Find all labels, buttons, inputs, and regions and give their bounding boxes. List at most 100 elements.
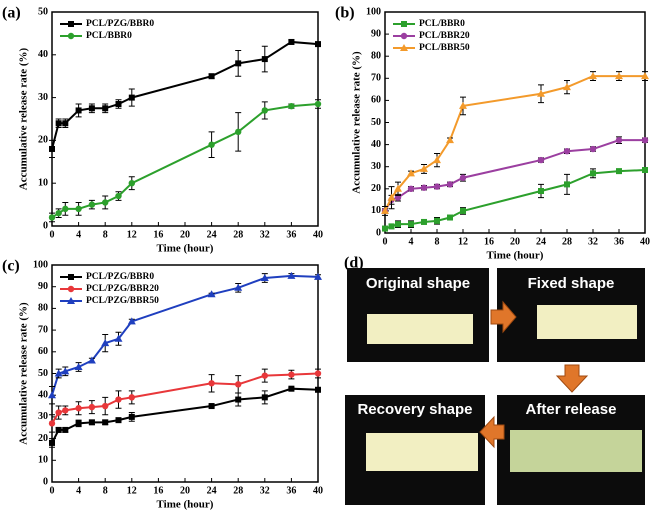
point <box>128 413 135 420</box>
point <box>115 396 122 403</box>
point <box>446 181 454 188</box>
panel-label: (b) <box>335 5 355 22</box>
legend-marker <box>400 44 408 51</box>
point <box>115 101 122 108</box>
point <box>288 371 295 378</box>
point <box>315 386 321 393</box>
legend-marker <box>68 21 74 27</box>
x-tick-label: 24 <box>536 236 546 247</box>
point <box>446 136 454 144</box>
chart: (c) 0 4 8 12 16 20 24 28 32 36 40 0 10 20 30 40 50 60 70 80 9… <box>2 258 323 511</box>
point <box>615 136 623 144</box>
x-tick-label: 20 <box>510 236 520 247</box>
point <box>208 380 215 387</box>
panel-d: (d) Original shape Fixed shape After rel… <box>344 255 645 505</box>
point <box>382 225 388 232</box>
x-tick-label: 12 <box>127 229 137 240</box>
x-tick-label: 16 <box>153 229 163 240</box>
point <box>537 156 545 164</box>
y-tick-label: 20 <box>38 433 48 444</box>
legend-label: PCL/PZG/BBR20 <box>86 284 159 294</box>
point <box>207 290 216 298</box>
point <box>55 209 62 217</box>
x-tick-label: 8 <box>435 236 440 247</box>
point <box>208 73 215 80</box>
series-line <box>51 387 319 444</box>
legend-marker <box>67 297 75 304</box>
photo-caption: After release <box>526 401 617 418</box>
point <box>288 38 295 45</box>
film <box>537 305 637 339</box>
point <box>115 192 122 200</box>
y-tick-label: 0 <box>376 227 381 238</box>
point <box>433 156 441 164</box>
y-tick-label: 60 <box>371 95 381 106</box>
plot-frame <box>51 11 319 227</box>
point <box>261 56 268 63</box>
y-tick-label: 80 <box>371 50 381 61</box>
point <box>62 120 69 127</box>
y-tick-label: 10 <box>371 205 381 216</box>
point <box>394 184 402 192</box>
point <box>408 221 414 228</box>
y-tick-label: 50 <box>371 117 381 128</box>
point <box>102 419 109 426</box>
point <box>261 394 268 401</box>
x-tick-label: 24 <box>207 485 217 496</box>
point <box>564 181 570 188</box>
point <box>208 141 215 148</box>
point <box>88 105 95 112</box>
point <box>235 60 242 67</box>
point <box>447 214 453 221</box>
x-tick-label: 36 <box>614 236 624 247</box>
point <box>589 145 597 153</box>
arrow <box>555 364 589 393</box>
point <box>287 271 296 279</box>
y-tick-label: 40 <box>371 139 381 150</box>
point <box>128 394 135 401</box>
legend-marker <box>67 285 75 293</box>
point <box>407 185 415 192</box>
x-tick-label: 12 <box>458 236 468 247</box>
point <box>537 89 545 97</box>
legend-marker <box>67 32 75 40</box>
y-tick-label: 90 <box>371 28 381 39</box>
point <box>460 207 466 214</box>
legend-label: PCL/BBR0 <box>86 31 132 41</box>
point <box>590 170 596 177</box>
point <box>75 405 82 412</box>
point <box>261 372 268 379</box>
x-axis-label: Time (hour) <box>157 243 214 255</box>
point <box>641 72 649 80</box>
y-tick-label: 20 <box>38 135 48 146</box>
x-tick-label: 40 <box>313 485 323 496</box>
point <box>563 83 571 91</box>
y-axis-label: Accumulative release rate (%) <box>18 302 30 445</box>
series-line <box>51 372 319 424</box>
panel-label: (a) <box>2 5 21 22</box>
film <box>367 314 473 344</box>
y-tick-label: 90 <box>38 281 48 292</box>
series-line <box>384 139 645 212</box>
x-tick-label: 36 <box>286 229 296 240</box>
point <box>128 94 135 101</box>
y-tick-label: 0 <box>43 220 48 231</box>
x-tick-label: 4 <box>76 229 81 240</box>
y-tick-label: 100 <box>33 259 48 270</box>
point <box>387 193 396 201</box>
point <box>114 334 123 342</box>
y-tick-label: 30 <box>371 161 381 172</box>
point <box>459 101 467 109</box>
point <box>48 420 56 427</box>
y-tick-label: 80 <box>38 303 48 314</box>
x-tick-label: 4 <box>409 236 414 247</box>
y-tick-label: 0 <box>43 476 48 487</box>
x-tick-label: 12 <box>127 485 137 496</box>
x-tick-label: 0 <box>50 485 55 496</box>
x-axis-label: Time (hour) <box>157 499 214 511</box>
point <box>55 426 62 433</box>
point <box>62 205 69 213</box>
legend-label: PCL/PZG/BBR50 <box>86 296 159 306</box>
x-tick-label: 0 <box>383 236 388 247</box>
x-tick-label: 4 <box>76 485 81 496</box>
